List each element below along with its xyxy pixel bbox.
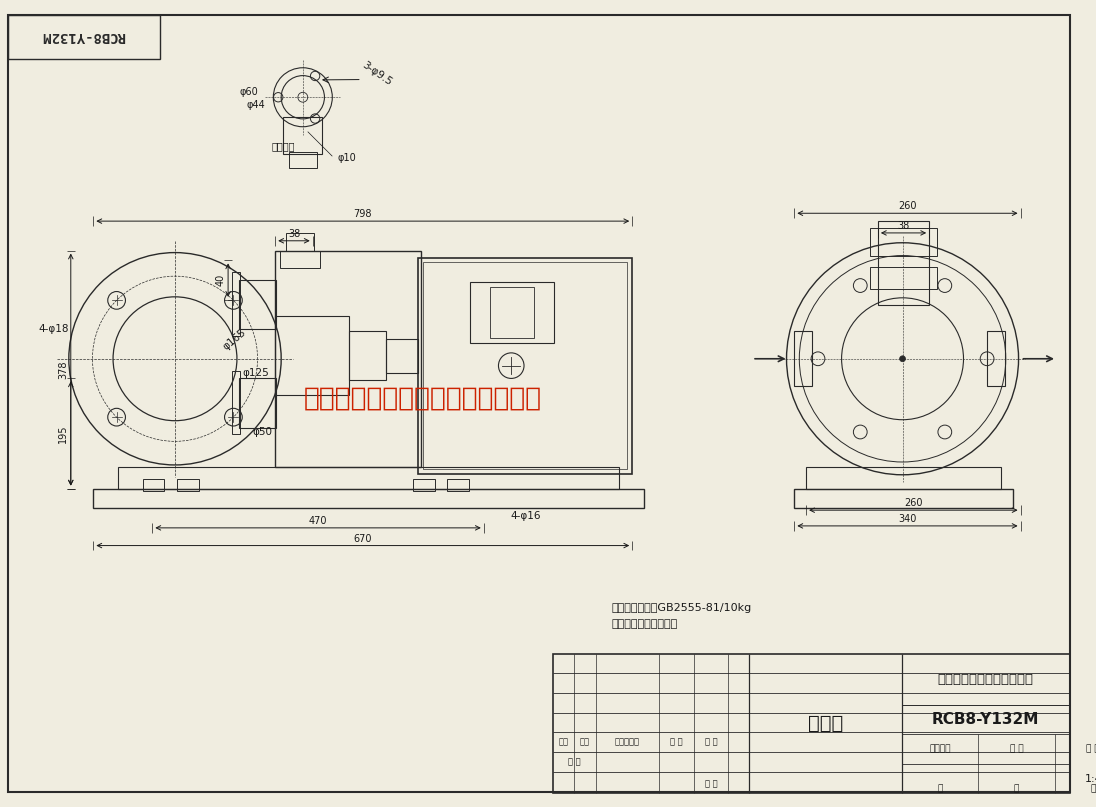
Bar [490,287,534,338]
Text: 更改文件名: 更改文件名 [615,738,640,746]
Bar [142,479,164,491]
Text: 标记: 标记 [558,738,569,746]
Text: φ165: φ165 [220,327,248,352]
Text: 798: 798 [354,209,372,220]
Bar [470,282,553,343]
Text: 378: 378 [58,361,68,378]
Text: 共: 共 [937,784,943,793]
Bar [447,479,469,491]
Bar [552,654,1070,793]
Text: 比 例: 比 例 [1086,745,1096,754]
Bar [987,331,1005,387]
Text: 保温法兰盖为非标准件: 保温法兰盖为非标准件 [612,619,677,629]
Text: 重 量: 重 量 [1009,745,1024,754]
Bar [807,467,1001,488]
Text: RCB8-Y132M: RCB8-Y132M [932,712,1039,727]
Text: φ50: φ50 [252,427,273,437]
Bar [239,378,276,428]
Bar [239,280,276,329]
Text: 版权：河北远东泵业制造有限公司: 版权：河北远东泵业制造有限公司 [304,385,541,411]
Text: 进出口法兰标准GB2555-81/10kg: 进出口法兰标准GB2555-81/10kg [612,604,752,613]
Text: φ10: φ10 [338,153,356,163]
Bar [418,257,632,474]
Bar [870,228,937,256]
Bar [8,15,160,59]
Text: 260: 260 [899,202,916,211]
Text: 195: 195 [58,424,68,443]
Text: 图样标记: 图样标记 [929,745,950,754]
Bar [795,488,1013,508]
Bar [275,316,349,395]
Bar [878,221,929,305]
Text: 日 期: 日 期 [705,779,717,788]
Text: φ125: φ125 [242,367,269,378]
Bar [232,370,240,434]
Text: φ60: φ60 [240,87,259,98]
Bar [275,251,421,467]
Text: 340: 340 [899,514,916,524]
Bar [286,233,313,251]
Bar [93,488,644,508]
Text: 签 字: 签 字 [670,738,683,746]
Text: 260: 260 [904,498,923,508]
Text: 设 计: 设 计 [568,757,581,767]
Bar [387,339,418,373]
Text: 670: 670 [354,533,372,544]
Text: 保温法兰: 保温法兰 [272,141,295,152]
Circle shape [900,356,905,362]
Bar [795,331,812,387]
Bar [289,153,317,168]
Text: 4-φ18: 4-φ18 [38,324,69,334]
Bar [118,467,619,488]
Text: 张: 张 [1014,784,1019,793]
Text: 3-φ9.5: 3-φ9.5 [359,60,393,87]
Text: 40: 40 [215,274,226,286]
Text: 38: 38 [288,229,300,239]
Text: 4-φ16: 4-φ16 [511,511,541,521]
Text: 470: 470 [309,516,328,526]
Text: 1:4: 1:4 [1084,774,1096,784]
Text: 河北远东泵业制造有限公司: 河北远东泵业制造有限公司 [937,673,1034,686]
Bar [283,117,322,154]
Text: φ44: φ44 [247,100,265,110]
Text: 机组图: 机组图 [808,714,843,733]
Text: 数量: 数量 [580,738,590,746]
Bar [349,331,387,380]
Bar [281,251,320,268]
Text: 38: 38 [898,221,910,231]
Bar [413,479,434,491]
Bar [870,267,937,289]
Bar [176,479,198,491]
Text: 日 期: 日 期 [705,738,717,746]
Text: 第: 第 [1091,784,1096,793]
Bar [232,272,240,337]
Text: RCB8-Y132M: RCB8-Y132M [42,29,125,44]
Bar [423,262,627,469]
